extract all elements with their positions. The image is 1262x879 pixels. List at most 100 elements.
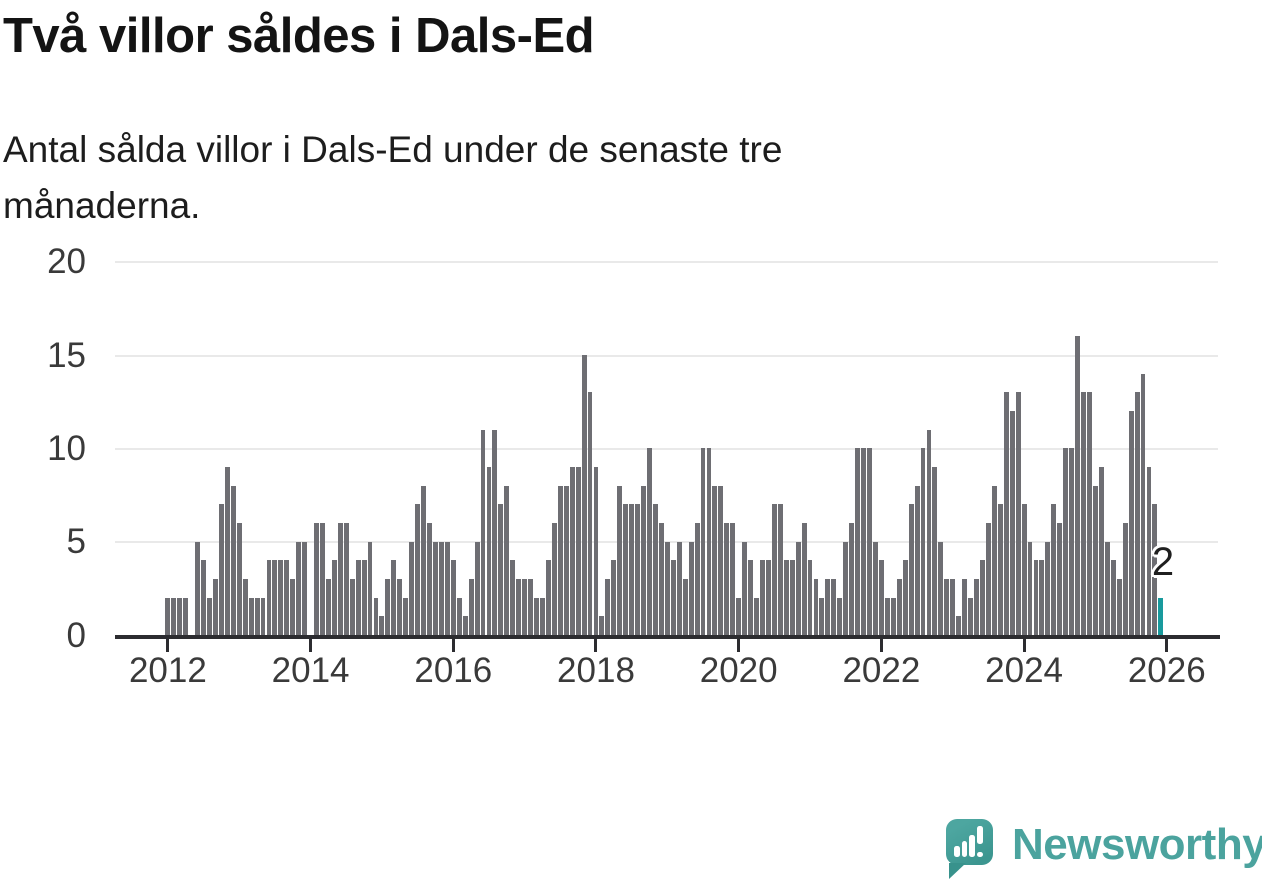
bar: [302, 541, 308, 635]
chart-subtitle: Antal sålda villor i Dals-Ed under de se…: [3, 122, 782, 234]
y-tick-label: 15: [47, 335, 86, 375]
logo-chart-bar-icon: [969, 835, 975, 857]
bar: [920, 448, 926, 635]
bar: [932, 467, 938, 635]
bar: [950, 579, 956, 635]
bar: [1003, 392, 1009, 635]
bar: [1057, 523, 1063, 635]
bar: [682, 579, 688, 635]
bar: [540, 597, 545, 635]
bar: [415, 504, 421, 635]
x-axis-line: [115, 635, 1220, 639]
bar: [563, 485, 569, 635]
x-tick: [1022, 639, 1026, 652]
bar: [908, 504, 914, 635]
bar: [242, 579, 248, 635]
x-tick: [594, 639, 598, 652]
bar: [1009, 411, 1015, 635]
bar: [284, 560, 290, 635]
bar: [195, 541, 201, 635]
bar: [1081, 392, 1086, 635]
bar: [510, 560, 516, 635]
gridline: [115, 354, 1218, 357]
bar: [991, 485, 997, 635]
x-tick: [451, 639, 455, 652]
bar: [653, 504, 658, 635]
highlight-bar: [1158, 597, 1164, 635]
bar: [201, 560, 206, 635]
bar: [171, 597, 177, 635]
bar: [581, 355, 587, 635]
bar: [968, 597, 974, 635]
bar: [724, 523, 730, 635]
bar: [890, 597, 896, 635]
bar: [421, 485, 426, 635]
bar: [623, 504, 629, 635]
bar: [706, 448, 712, 635]
bar: [1146, 467, 1152, 635]
bar: [385, 579, 391, 635]
bar: [528, 579, 534, 635]
bar: [730, 523, 736, 635]
bar: [956, 616, 962, 635]
bar: [611, 560, 617, 635]
bar: [320, 523, 325, 635]
bar: [795, 541, 801, 635]
logo-exclamation-dot-icon: [977, 851, 983, 857]
bar: [658, 523, 664, 635]
bar: [718, 485, 724, 635]
bar: [944, 579, 950, 635]
gridline: [115, 447, 1218, 450]
bar: [783, 560, 789, 635]
bar: [1152, 504, 1158, 635]
bar: [278, 560, 284, 635]
bar: [486, 467, 492, 635]
x-tick: [166, 639, 170, 652]
gridline: [115, 261, 1218, 264]
bar: [1122, 523, 1128, 635]
bar: [213, 579, 218, 635]
bar: [1087, 392, 1092, 635]
bar: [819, 597, 825, 635]
x-tick: [309, 639, 313, 652]
bar: [468, 579, 474, 635]
bar: [670, 560, 676, 635]
bar: [361, 560, 367, 635]
bar: [438, 541, 444, 635]
bar: [343, 523, 349, 635]
bar: [296, 541, 302, 635]
logo-exclamation-icon: [977, 826, 983, 844]
bar: [647, 448, 652, 635]
bar: [569, 467, 575, 635]
bar: [254, 597, 260, 635]
bar: [760, 560, 765, 635]
bar: [236, 523, 242, 635]
bar: [765, 560, 771, 635]
bar: [1104, 541, 1110, 635]
bar: [260, 597, 266, 635]
x-tick: [879, 639, 883, 652]
bar: [403, 597, 409, 635]
bar: [629, 504, 635, 635]
bar: [878, 560, 884, 635]
bar: [1110, 560, 1116, 635]
bar: [902, 560, 908, 635]
bar: [337, 523, 343, 635]
bar: [777, 504, 783, 635]
bar: [1021, 504, 1027, 635]
bar: [575, 467, 581, 635]
bar: [379, 616, 385, 635]
y-tick-label: 5: [66, 522, 86, 562]
logo-speech-tail: [949, 863, 966, 879]
bar: [427, 523, 432, 635]
bar: [641, 485, 646, 635]
bar: [938, 541, 944, 635]
bar: [248, 597, 254, 635]
newsworthy-logo[interactable]: Newsworthy: [946, 819, 1262, 879]
x-tick-label: 2024: [985, 651, 1064, 690]
bar: [861, 448, 866, 635]
y-tick-label: 0: [66, 615, 86, 655]
bar: [1045, 541, 1051, 635]
bar: [1051, 504, 1057, 635]
bar: [1039, 560, 1045, 635]
